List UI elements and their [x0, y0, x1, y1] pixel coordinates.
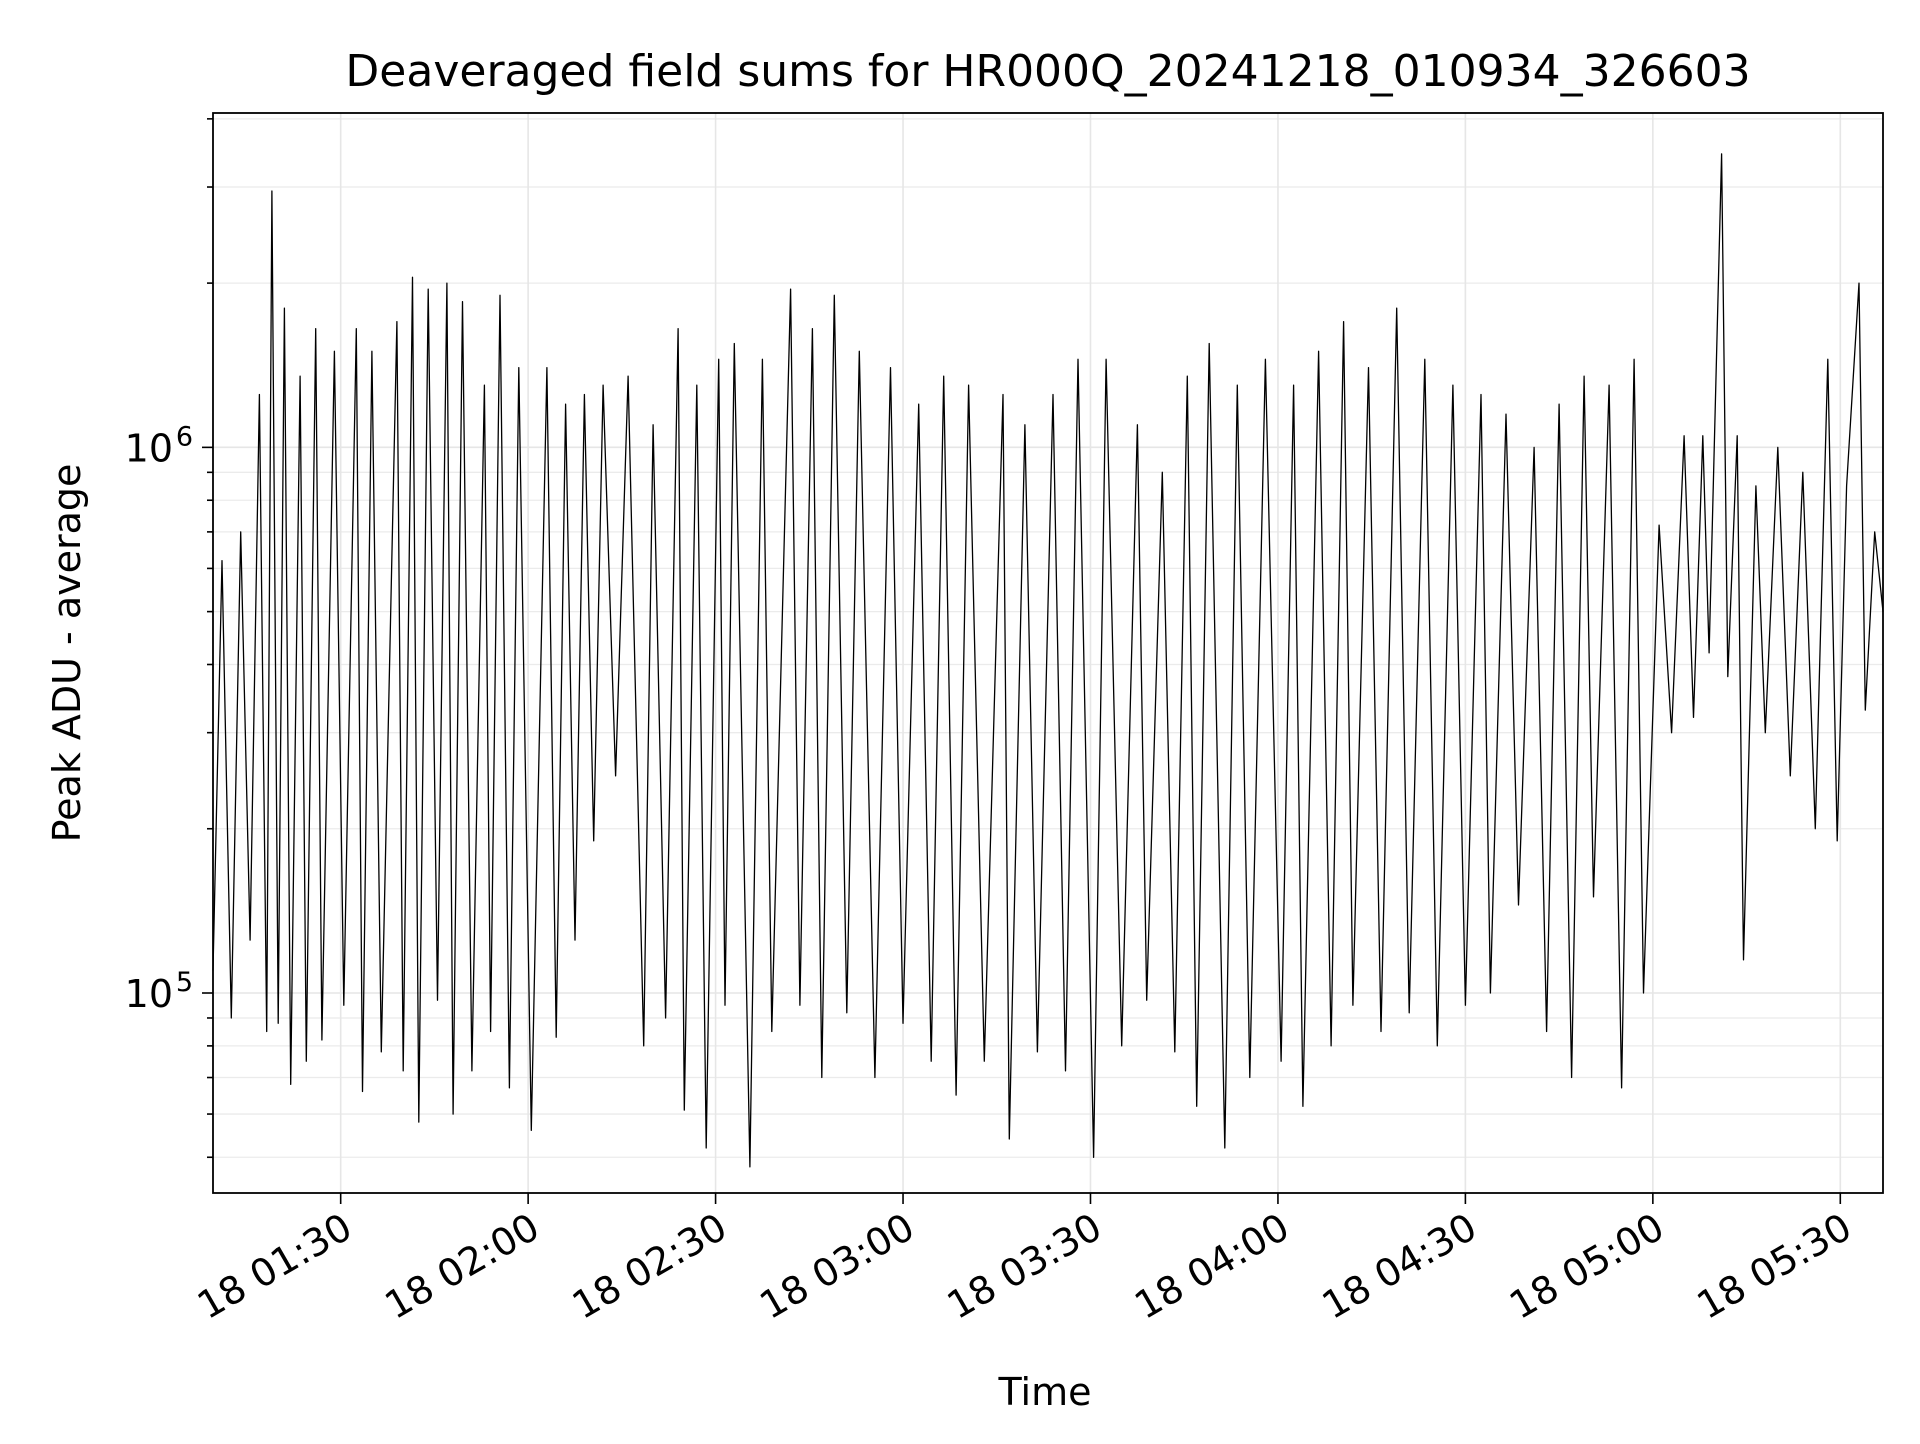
y-tick-label-base: 10 [125, 972, 173, 1016]
series-line [212, 153, 1884, 1168]
series-layer [212, 153, 1884, 1168]
y-axis-label: Peak ADU - average [45, 464, 89, 843]
y-tick-label-exponent: 6 [176, 421, 193, 452]
y-tick-label-exponent: 5 [176, 967, 193, 998]
x-axis-label: Time [998, 1370, 1092, 1414]
y-tick-label: 10 [125, 426, 173, 470]
y-tick-label: 10 [125, 972, 173, 1016]
y-tick-label-base: 10 [125, 426, 173, 470]
chart-title: Deaveraged field sums for HR000Q_2024121… [345, 46, 1750, 97]
axes-frame [212, 112, 1884, 1194]
